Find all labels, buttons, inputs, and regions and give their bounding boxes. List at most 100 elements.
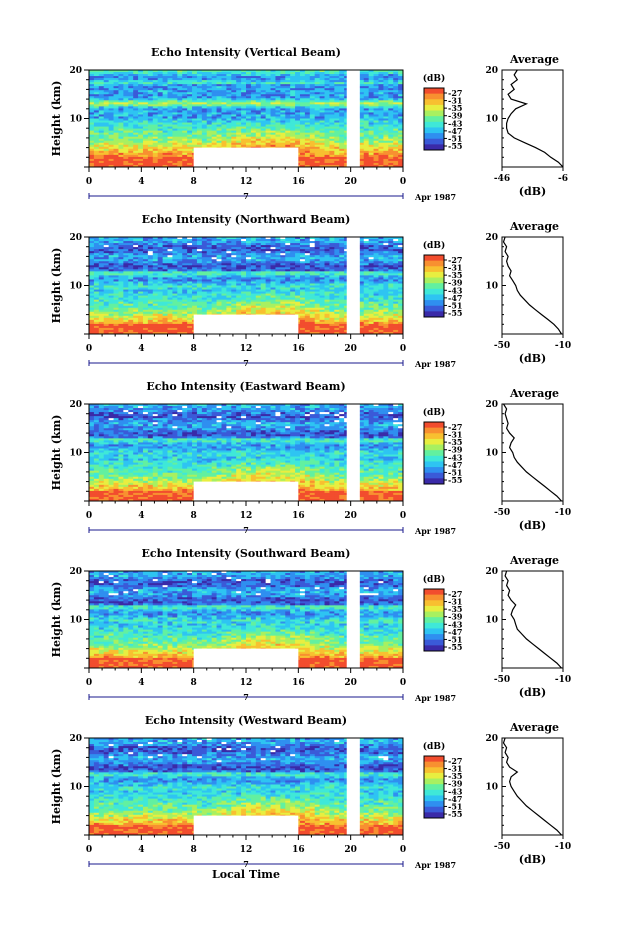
heatmap-cell (98, 140, 105, 144)
heatmap-cell (162, 70, 168, 73)
heatmap-cell (319, 140, 325, 144)
heatmap-cell (329, 78, 335, 81)
heatmap-cell (182, 114, 188, 117)
heatmap-cell (299, 124, 306, 127)
heatmap-cell (93, 114, 100, 117)
heatmap-cell (368, 146, 374, 150)
heatmap-cell (324, 96, 330, 99)
heatmap-cell (388, 158, 394, 162)
heatmap-cell (113, 70, 119, 73)
heatmap-cell (133, 144, 139, 148)
heatmap-cell (128, 142, 134, 146)
heatmap-cell (93, 140, 100, 144)
heatmap-cell (157, 132, 163, 136)
heatmap-cell (290, 112, 296, 115)
heatmap-cell (255, 140, 262, 144)
heatmap-cell (182, 160, 188, 164)
heatmap-cell (373, 116, 379, 119)
heatmap-cell (182, 112, 188, 115)
heatmap-cell (319, 86, 325, 89)
heatmap-cell (157, 144, 163, 148)
heatmap-cell (393, 156, 399, 160)
heatmap-cell (270, 72, 276, 75)
heatmap-cell (187, 146, 193, 150)
heatmap-cell (152, 118, 159, 121)
heatmap-cell (319, 96, 325, 99)
heatmap-cell (118, 74, 124, 77)
heatmap-cell (103, 126, 110, 129)
heatmap-cell (265, 140, 271, 144)
heatmap-cell (192, 132, 198, 136)
heatmap-cell (162, 152, 168, 156)
heatmap-cell (89, 132, 95, 136)
heatmap-cell (187, 142, 193, 146)
heatmap-cell (250, 108, 257, 111)
heatmap-cell (226, 96, 232, 99)
heatmap-cell (314, 90, 320, 93)
heatmap-cell (373, 84, 379, 87)
heatmap-cell (358, 88, 365, 91)
heatmap-cell (113, 146, 119, 150)
heatmap-cell (363, 106, 370, 109)
heatmap-cell (285, 74, 291, 77)
heatmap-cell (275, 130, 281, 134)
heatmap-cell (221, 124, 227, 127)
heatmap-cell (280, 132, 286, 136)
heatmap-cell (358, 104, 365, 107)
heatmap-cell (319, 70, 325, 73)
heatmap-cell (118, 108, 124, 111)
heatmap-cell (393, 140, 399, 144)
heatmap-cell (378, 136, 384, 140)
heatmap-cell (201, 110, 208, 113)
heatmap-cell (319, 72, 325, 75)
heatmap-cell (329, 152, 335, 156)
heatmap-cell (265, 88, 271, 91)
heatmap-cell (246, 72, 252, 75)
heatmap-cell (206, 94, 213, 97)
heatmap-cell (221, 138, 227, 142)
heatmap-cell (265, 124, 271, 127)
heatmap-cell (378, 110, 384, 113)
heatmap-cell (236, 78, 242, 81)
heatmap-cell (123, 152, 129, 156)
heatmap-cell (236, 92, 242, 95)
heatmap-cell (182, 82, 188, 85)
heatmap-cell (211, 112, 217, 115)
heatmap-cell (324, 118, 330, 121)
heatmap-cell (128, 102, 134, 105)
heatmap-cell (98, 148, 105, 152)
heatmap-cell (118, 106, 124, 109)
heatmap-cell (363, 140, 370, 144)
heatmap-cell (236, 88, 242, 91)
heatmap-cell (324, 82, 330, 85)
heatmap-cell (221, 92, 227, 95)
heatmap-cell (89, 104, 95, 107)
heatmap-cell (93, 104, 100, 107)
heatmap-cell (250, 86, 257, 89)
heatmap-cell (147, 90, 154, 93)
heatmap-cell (304, 80, 311, 83)
heatmap-cell (358, 146, 365, 150)
heatmap-cell (339, 116, 345, 119)
heatmap-cell (358, 122, 365, 125)
heatmap-cell (290, 88, 296, 91)
heatmap-cell (211, 130, 217, 134)
heatmap-cell (265, 142, 271, 146)
heatmap-cell (339, 154, 345, 158)
heatmap-cell (182, 108, 188, 111)
heatmap-cell (358, 118, 365, 121)
heatmap-cell (378, 78, 384, 81)
heatmap-cell (363, 80, 370, 83)
heatmap-cell (108, 92, 114, 95)
heatmap-cell (89, 144, 95, 148)
heatmap-cell (226, 140, 232, 144)
heatmap-cell (138, 92, 144, 95)
heatmap-cell (128, 108, 134, 111)
heatmap-cell (309, 92, 316, 95)
heatmap-cell (103, 124, 110, 127)
heatmap-cell (275, 92, 281, 95)
heatmap-cell (133, 134, 139, 138)
heatmap-cell (211, 122, 217, 125)
heatmap-cell (108, 80, 114, 83)
heatmap-cell (172, 106, 178, 109)
